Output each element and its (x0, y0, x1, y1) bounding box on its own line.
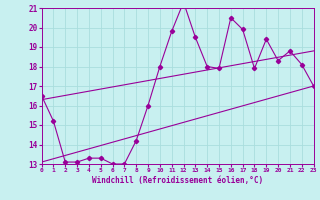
X-axis label: Windchill (Refroidissement éolien,°C): Windchill (Refroidissement éolien,°C) (92, 176, 263, 185)
